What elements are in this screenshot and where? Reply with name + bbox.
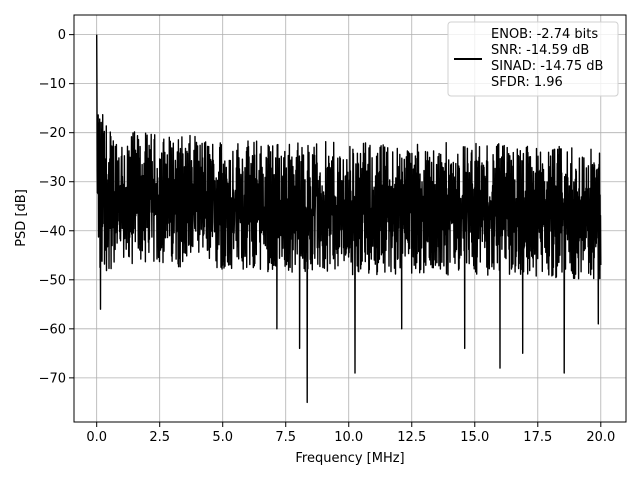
y-tick-label: −20: [39, 126, 66, 141]
x-tick-label: 15.0: [460, 430, 489, 445]
x-tick-label: 10.0: [334, 430, 363, 445]
legend-box: [447, 21, 619, 97]
x-tick-label: 12.5: [397, 430, 426, 445]
series-layer: [96, 34, 602, 404]
y-tick-label: −30: [39, 175, 66, 190]
y-tick-label: −50: [39, 273, 66, 288]
legend-sfdr: SFDR: 1.96: [491, 75, 563, 90]
x-tick-label: 20.0: [586, 430, 615, 445]
x-axis-label: Frequency [MHz]: [295, 451, 404, 466]
y-tick-label: −40: [39, 224, 66, 239]
x-tick-label: 0.0: [86, 430, 107, 445]
legend-enob: ENOB: -2.74 bits: [491, 27, 598, 42]
x-axis-ticks: 0.0 2.5 5.0 7.5 10.0 12.5 15.0 17.5 20.0: [86, 422, 615, 445]
legend: ENOB: -2.74 bits SNR: -14.59 dB SINAD: -…: [447, 21, 619, 97]
x-tick-label: 2.5: [149, 430, 170, 445]
legend-sinad: SINAD: -14.75 dB: [491, 59, 603, 74]
plot-frame: [73, 14, 627, 423]
y-axis-label: PSD [dB]: [14, 189, 29, 247]
x-tick-label: 17.5: [523, 430, 552, 445]
legend-snr: SNR: -14.59 dB: [491, 43, 589, 58]
y-axis-ticks: 0 −10 −20 −30 −40 −50 −60 −70: [39, 28, 74, 386]
psd-series-line: [96, 34, 602, 404]
y-tick-label: −60: [39, 322, 66, 337]
x-tick-label: 7.5: [275, 430, 296, 445]
y-tick-label: −10: [39, 77, 66, 92]
y-tick-label: −70: [39, 371, 66, 386]
x-tick-label: 5.0: [212, 430, 233, 445]
y-tick-label: 0: [58, 28, 66, 43]
